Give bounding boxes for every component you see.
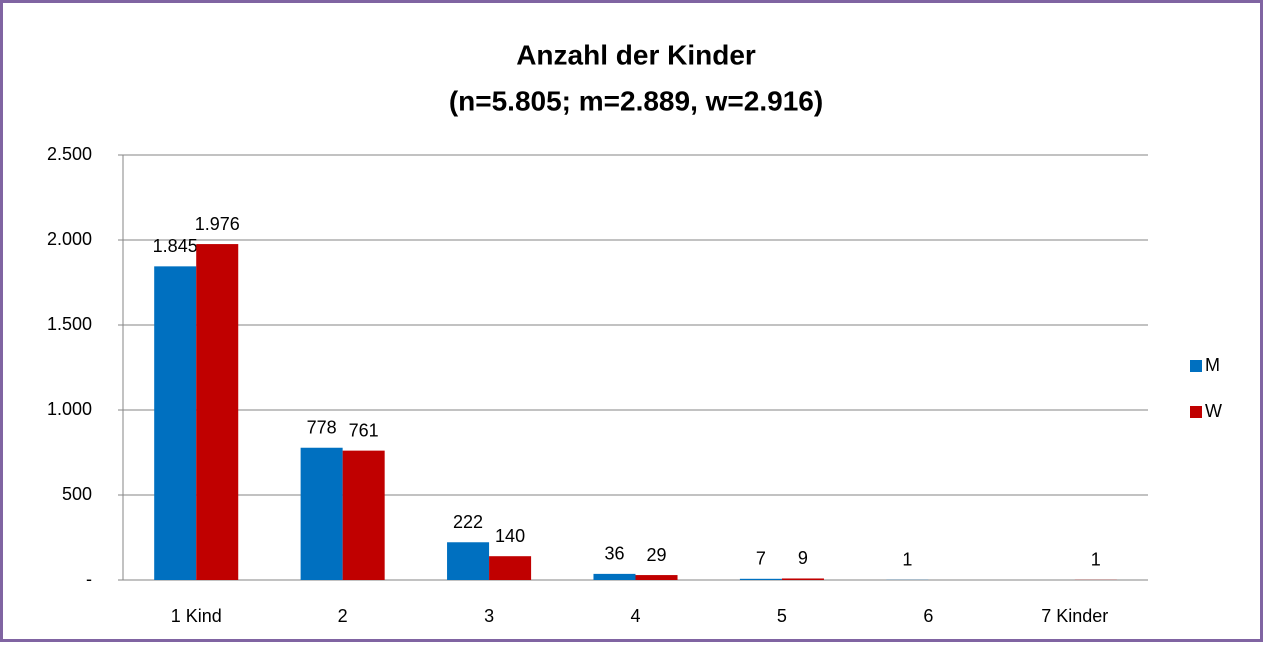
bar bbox=[782, 578, 824, 580]
value-label: 222 bbox=[453, 512, 483, 532]
value-label: 761 bbox=[349, 420, 379, 440]
value-label: 7 bbox=[756, 549, 766, 569]
x-tick-label: 5 bbox=[777, 606, 787, 626]
chart-subtitle: (n=5.805; m=2.889, w=2.916) bbox=[449, 85, 823, 116]
y-tick-label: 1.000 bbox=[47, 399, 92, 419]
x-tick-label: 2 bbox=[338, 606, 348, 626]
x-tick-label: 7 Kinder bbox=[1041, 606, 1108, 626]
value-label: 1.845 bbox=[153, 236, 198, 256]
y-tick-label: - bbox=[86, 569, 92, 589]
bar bbox=[740, 579, 782, 580]
bar bbox=[489, 556, 531, 580]
value-label: 1 bbox=[1091, 550, 1101, 570]
y-tick-label: 1.500 bbox=[47, 314, 92, 334]
value-label: 1 bbox=[902, 550, 912, 570]
value-label: 9 bbox=[798, 548, 808, 568]
x-tick-label: 1 Kind bbox=[171, 606, 222, 626]
bar bbox=[154, 266, 196, 580]
bar bbox=[636, 575, 678, 580]
value-label: 29 bbox=[646, 545, 666, 565]
bar bbox=[593, 574, 635, 580]
bar bbox=[447, 542, 489, 580]
value-label: 778 bbox=[307, 417, 337, 437]
chart-title: Anzahl der Kinder bbox=[516, 39, 756, 70]
y-tick-label: 500 bbox=[62, 484, 92, 504]
x-tick-label: 6 bbox=[923, 606, 933, 626]
bar bbox=[196, 244, 238, 580]
legend-swatch bbox=[1190, 406, 1202, 418]
y-tick-label: 2.500 bbox=[47, 144, 92, 164]
legend-label: W bbox=[1205, 401, 1222, 421]
x-tick-label: 4 bbox=[630, 606, 640, 626]
y-tick-label: 2.000 bbox=[47, 229, 92, 249]
value-label: 1.976 bbox=[195, 214, 240, 234]
value-label: 36 bbox=[604, 544, 624, 564]
legend-swatch bbox=[1190, 360, 1202, 372]
bar bbox=[301, 448, 343, 580]
bar bbox=[343, 451, 385, 580]
legend-label: M bbox=[1205, 355, 1220, 375]
x-tick-label: 3 bbox=[484, 606, 494, 626]
value-label: 140 bbox=[495, 526, 525, 546]
